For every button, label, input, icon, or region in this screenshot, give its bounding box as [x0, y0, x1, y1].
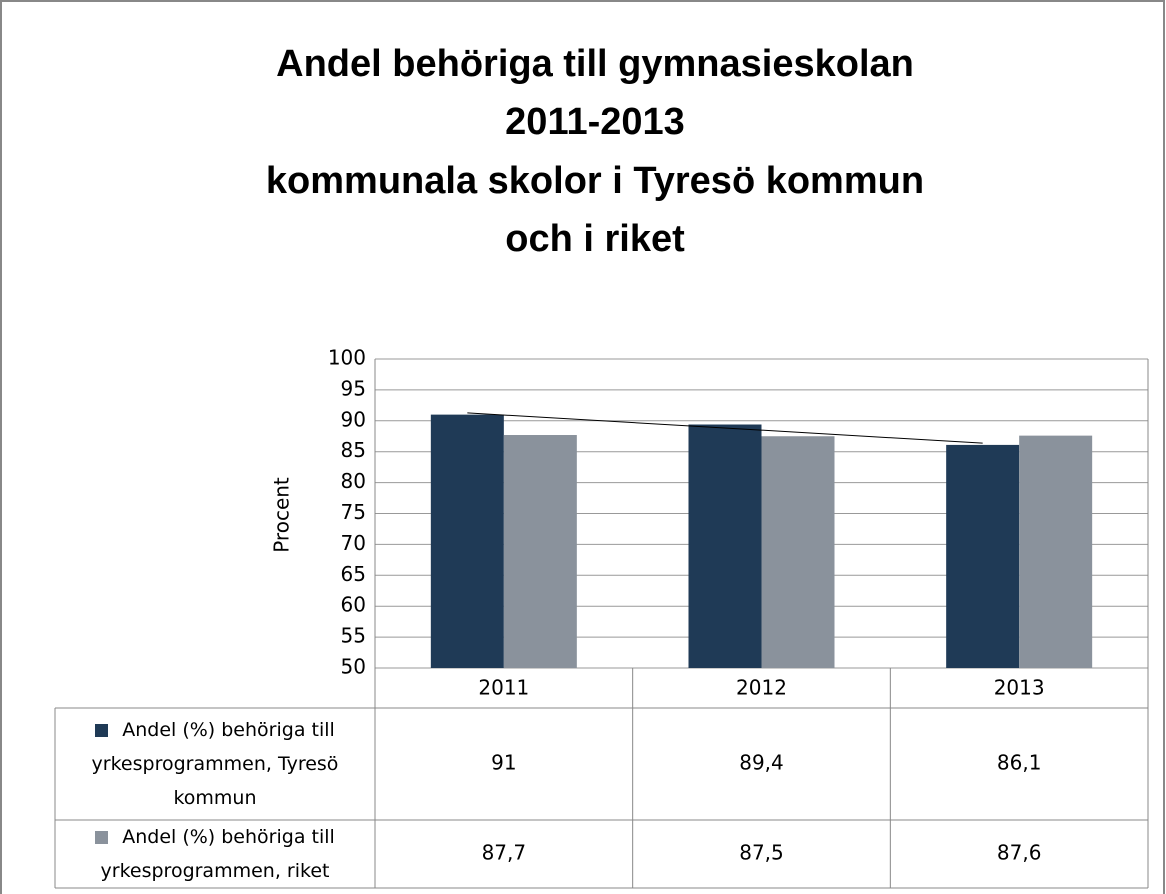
y-axis-label: Procent: [270, 477, 294, 553]
table-value: 87,7: [482, 841, 527, 865]
legend-cell: Andel (%) behöriga till yrkesprogrammen,…: [56, 713, 374, 815]
y-tick-label: 70: [341, 531, 366, 555]
legend-cell: Andel (%) behöriga till yrkesprogrammen,…: [56, 820, 374, 888]
legend-key: [95, 831, 109, 844]
y-tick-label: 85: [341, 438, 366, 462]
y-tick-label: 75: [341, 500, 366, 524]
y-tick-label: 55: [341, 624, 366, 648]
y-tick-label: 90: [341, 407, 366, 431]
bar: [430, 414, 504, 668]
trendline: [467, 412, 983, 444]
chart-title: och i riket: [505, 218, 685, 260]
table-value: 87,5: [739, 841, 784, 865]
y-tick-label: 100: [328, 346, 366, 370]
table-value: 86,1: [997, 751, 1042, 775]
bar: [946, 444, 1020, 668]
bar: [761, 436, 835, 668]
y-tick-label: 65: [341, 562, 366, 586]
chart-title: kommunala skolor i Tyresö kommun: [266, 160, 924, 202]
x-tick-label: 2012: [736, 676, 787, 700]
legend-label: Andel (%) behöriga till yrkesprogrammen,…: [91, 719, 339, 809]
legend-label: Andel (%) behöriga till yrkesprogrammen,…: [100, 826, 335, 882]
bar: [1019, 435, 1093, 668]
x-tick-label: 2013: [994, 676, 1045, 700]
table-value: 87,6: [997, 841, 1042, 865]
y-tick-label: 95: [341, 376, 366, 400]
y-tick-label: 60: [341, 593, 366, 617]
bar: [503, 435, 577, 668]
y-tick-label: 80: [341, 469, 366, 493]
chart-title: Andel behöriga till gymnasieskolan: [276, 43, 914, 85]
legend-entry: Andel (%) behöriga till yrkesprogrammen,…: [56, 820, 374, 888]
table-value: 89,4: [739, 751, 784, 775]
legend-entry: Andel (%) behöriga till yrkesprogrammen,…: [56, 708, 374, 820]
table-value: 91: [491, 751, 516, 775]
y-tick-label: 50: [341, 655, 366, 679]
bar: [688, 424, 762, 668]
legend-key: [95, 724, 109, 737]
x-tick-label: 2011: [478, 676, 529, 700]
chart-title: 2011-2013: [505, 101, 685, 143]
